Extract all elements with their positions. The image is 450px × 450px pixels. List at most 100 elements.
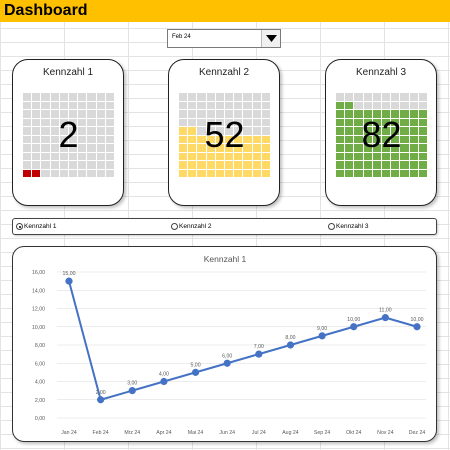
waffle-cell [179,101,188,109]
radio-dot[interactable] [16,223,23,230]
waffle-cell [252,127,261,135]
waffle-cell [261,144,270,152]
waffle-cell [215,127,224,135]
waffle-cell [400,169,409,177]
waffle-cell [418,169,427,177]
waffle-cell [105,118,114,126]
waffle-cell [372,169,381,177]
waffle-cell [105,152,114,160]
waffle-cell [261,161,270,169]
dropdown-arrow-button[interactable] [261,30,280,47]
radio-dot[interactable] [171,223,178,230]
waffle-cell [261,110,270,118]
waffle-cell [96,118,105,126]
waffle-cell [363,118,372,126]
waffle-cell [345,101,354,109]
waffle-cell [105,93,114,101]
x-tick-label: Nov 24 [377,430,394,436]
waffle-cell [372,135,381,143]
waffle-cell [59,135,68,143]
waffle-cell [252,135,261,143]
kpi-card-title: Kennzahl 2 [198,67,250,78]
data-label: 10,00 [411,317,424,323]
waffle-cell [197,101,206,109]
waffle-cell [400,144,409,152]
radio-label: Kennzahl 1 [24,223,57,230]
waffle-cell [96,127,105,135]
waffle-cell [215,144,224,152]
waffle-cell [354,127,363,135]
waffle-cell [400,118,409,126]
waffle-cell [224,152,234,160]
waffle-cell [391,135,400,143]
x-tick-label: Mrz 24 [124,430,140,436]
radio-dot[interactable] [328,223,335,230]
data-point [160,377,168,386]
waffle-cell [23,127,32,135]
x-tick-label: Jan 24 [61,430,77,436]
waffle-cell [224,127,234,135]
waffle-cell [87,152,96,160]
waffle-cell [409,93,418,101]
waffle-cell [68,93,78,101]
waffle-cell [243,161,252,169]
waffle-cell [243,118,252,126]
waffle-cell [354,101,363,109]
waffle-cell [188,169,197,177]
waffle-cell [197,152,206,160]
waffle-cell [409,161,418,169]
waffle-cell [215,101,224,109]
data-label: 11,00 [379,308,392,314]
chevron-down-icon [265,35,277,42]
data-point [413,323,421,331]
waffle-cell [391,169,400,177]
waffle-cell [252,101,261,109]
waffle-cell [409,152,418,160]
waffle-cell [345,161,354,169]
waffle-cell [354,118,363,126]
waffle-cell [197,144,206,152]
month-dropdown-value: Feb 24 [172,34,191,40]
waffle-cell [381,161,391,169]
y-tick-label: 14,00 [32,288,45,294]
waffle-cell [179,93,188,101]
waffle-cell [23,118,32,126]
waffle-cell [234,135,243,143]
waffle-cell [87,135,96,143]
waffle-cell [78,152,87,160]
data-label: 4,00 [159,372,169,378]
waffle-cell [354,169,363,177]
waffle-cell [206,101,215,109]
waffle-cell [243,127,252,135]
data-label: 7,00 [254,344,264,350]
waffle-cell [215,93,224,101]
kpi-card-value: 82 [361,114,402,155]
x-tick-label: Sep 24 [314,430,331,436]
x-tick-label: Feb 24 [93,430,109,436]
radio-kennzahl-2[interactable]: Kennzahl 2 [171,223,212,230]
data-label: 5,00 [190,362,200,368]
x-tick-label: Apr 24 [156,430,171,436]
waffle-cell [41,144,50,152]
waffle-cell [234,144,243,152]
waffle-cell [418,93,427,101]
waffle-cell [363,152,372,160]
radio-kennzahl-1[interactable]: Kennzahl 1 [16,223,57,230]
waffle-chart [336,93,427,177]
waffle-cell [409,144,418,152]
month-dropdown[interactable]: Feb 24 [167,29,281,48]
waffle-cell [23,101,32,109]
waffle-cell [50,118,59,126]
waffle-cell [50,161,59,169]
radio-kennzahl-3[interactable]: Kennzahl 3 [328,223,369,230]
waffle-cell [336,101,345,109]
waffle-cell [345,110,354,118]
waffle-cell [41,101,50,109]
data-label: 2,00 [96,390,106,396]
waffle-cell [391,110,400,118]
waffle-cell [372,127,381,135]
kpi-card-3: Kennzahl 3 82 [325,59,437,206]
data-point [286,341,295,349]
waffle-cell [23,144,32,152]
waffle-chart [179,93,270,177]
